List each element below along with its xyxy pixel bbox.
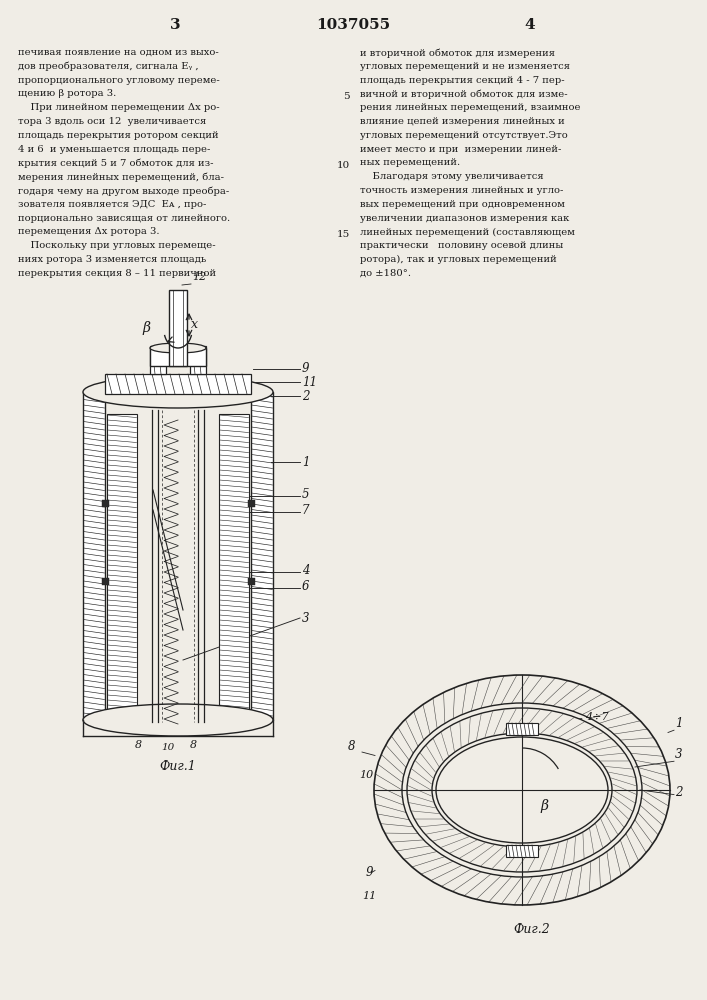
Text: линейных перемещений (составляющем: линейных перемещений (составляющем	[360, 227, 575, 237]
Text: 8: 8	[349, 740, 356, 753]
Text: вичной и вторичной обмоток для изме-: вичной и вторичной обмоток для изме-	[360, 89, 568, 99]
Bar	[506, 845, 538, 857]
Text: тора 3 вдоль оси 12  увеличивается: тора 3 вдоль оси 12 увеличивается	[18, 117, 206, 126]
Text: рения линейных перемещений, взаимное: рения линейных перемещений, взаимное	[360, 103, 580, 112]
Text: и вторичной обмоток для измерения: и вторичной обмоток для измерения	[360, 48, 555, 57]
Text: ных перемещений.: ных перемещений.	[360, 158, 460, 167]
Ellipse shape	[407, 708, 637, 872]
Text: 6: 6	[302, 580, 310, 592]
Text: 10: 10	[337, 161, 350, 170]
Bar	[107, 414, 137, 720]
Text: При линейном перемещении Δx ро-: При линейном перемещении Δx ро-	[18, 103, 220, 112]
Text: 1: 1	[675, 717, 682, 730]
Text: имеет место и при  измерении линей-: имеет место и при измерении линей-	[360, 145, 561, 154]
Text: 2: 2	[675, 786, 682, 799]
Text: 9: 9	[302, 362, 310, 375]
Text: 4÷7: 4÷7	[585, 712, 609, 722]
Text: 11: 11	[362, 891, 376, 901]
Bar	[219, 414, 249, 720]
Text: 5: 5	[302, 488, 310, 500]
Bar	[251, 392, 273, 720]
Bar	[102, 500, 109, 507]
Text: x: x	[191, 318, 198, 332]
Text: вых перемещений при одновременном: вых перемещений при одновременном	[360, 200, 565, 209]
Text: Фиг.2: Фиг.2	[513, 923, 550, 936]
Text: пропорционального угловому переме-: пропорционального угловому переме-	[18, 76, 220, 85]
Text: 1: 1	[302, 456, 310, 468]
Bar	[102, 578, 109, 585]
Text: перекрытия секция 8 – 11 первичной: перекрытия секция 8 – 11 первичной	[18, 269, 216, 278]
Text: 4: 4	[525, 18, 535, 32]
Text: Благодаря этому увеличивается: Благодаря этому увеличивается	[360, 172, 544, 181]
Bar	[83, 392, 105, 720]
Text: 2: 2	[302, 389, 310, 402]
Text: угловых перемещений отсутствует.Это: угловых перемещений отсутствует.Это	[360, 131, 568, 140]
Text: 7: 7	[302, 504, 310, 516]
Text: β: β	[142, 321, 150, 335]
Text: 4 и 6  и уменьшается площадь пере-: 4 и 6 и уменьшается площадь пере-	[18, 145, 211, 154]
Bar	[506, 723, 538, 735]
Ellipse shape	[436, 737, 608, 843]
Text: 3: 3	[302, 611, 310, 624]
Text: порционально зависящая от линейного.: порционально зависящая от линейного.	[18, 214, 230, 223]
Ellipse shape	[432, 733, 612, 847]
Ellipse shape	[83, 376, 273, 408]
Text: дов преобразователя, сигнала Еᵧ ,: дов преобразователя, сигнала Еᵧ ,	[18, 62, 199, 71]
Text: 1037055: 1037055	[316, 18, 390, 32]
Bar	[248, 500, 255, 507]
Text: 9: 9	[366, 866, 373, 879]
Text: зователя появляется ЭДС  Еᴀ , про-: зователя появляется ЭДС Еᴀ , про-	[18, 200, 206, 209]
Text: ниях ротора 3 изменяется площадь: ниях ротора 3 изменяется площадь	[18, 255, 206, 264]
Text: точность измерения линейных и угло-: точность измерения линейных и угло-	[360, 186, 563, 195]
Ellipse shape	[83, 704, 273, 736]
Text: площадь перекрытия ротором секций: площадь перекрытия ротором секций	[18, 131, 218, 140]
Text: печивая появление на одном из выхо-: печивая появление на одном из выхо-	[18, 48, 218, 57]
Bar	[150, 346, 166, 374]
Text: Фиг.1: Фиг.1	[160, 760, 197, 773]
Bar	[248, 578, 255, 585]
Text: 8: 8	[134, 740, 141, 750]
Text: влияние цепей измерения линейных и: влияние цепей измерения линейных и	[360, 117, 565, 126]
Text: практически   половину осевой длины: практически половину осевой длины	[360, 241, 563, 250]
Text: мерения линейных перемещений, бла-: мерения линейных перемещений, бла-	[18, 172, 224, 182]
Text: 11: 11	[302, 375, 317, 388]
Bar	[169, 290, 187, 366]
Text: 15: 15	[337, 230, 350, 239]
Text: до ±180°.: до ±180°.	[360, 269, 411, 278]
Text: крытия секций 5 и 7 обмоток для из-: крытия секций 5 и 7 обмоток для из-	[18, 158, 214, 168]
Text: 8: 8	[189, 740, 197, 750]
Text: перемещения Δx ротора 3.: перемещения Δx ротора 3.	[18, 227, 160, 236]
Text: 3: 3	[675, 748, 682, 761]
Text: 10: 10	[359, 770, 373, 780]
Bar	[83, 720, 273, 736]
Text: площадь перекрытия секций 4 - 7 пер-: площадь перекрытия секций 4 - 7 пер-	[360, 76, 565, 85]
Text: 4: 4	[302, 564, 310, 576]
Bar	[190, 346, 206, 374]
Text: ротора), так и угловых перемещений: ротора), так и угловых перемещений	[360, 255, 556, 264]
Text: 10: 10	[161, 743, 175, 752]
Text: увеличении диапазонов измерения как: увеличении диапазонов измерения как	[360, 214, 569, 223]
Text: 5: 5	[344, 92, 350, 101]
Bar	[105, 374, 251, 394]
Text: Поскольку при угловых перемеще-: Поскольку при угловых перемеще-	[18, 241, 216, 250]
Text: угловых перемещений и не изменяется: угловых перемещений и не изменяется	[360, 62, 570, 71]
Text: β: β	[540, 799, 548, 813]
Bar	[150, 348, 206, 366]
Text: годаря чему на другом выходе преобра-: годаря чему на другом выходе преобра-	[18, 186, 229, 196]
Ellipse shape	[150, 343, 206, 353]
Text: 3: 3	[170, 18, 180, 32]
Text: щению β ротора 3.: щению β ротора 3.	[18, 89, 116, 98]
Text: 12: 12	[192, 272, 206, 282]
